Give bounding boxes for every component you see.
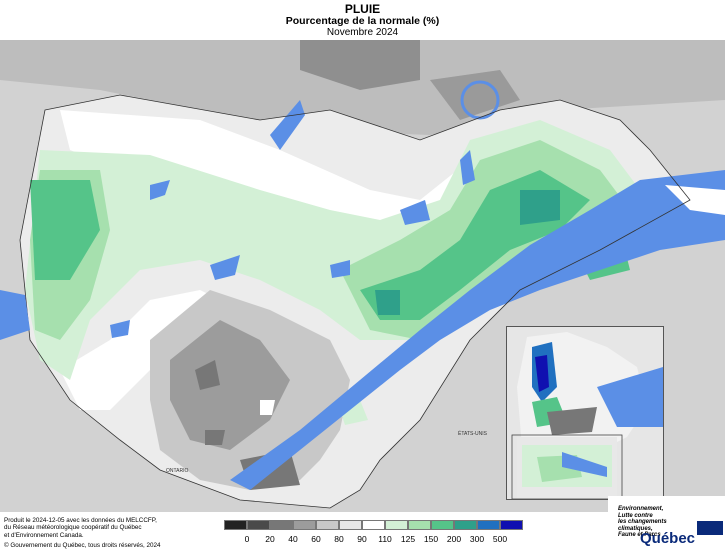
legend-label: 200 bbox=[446, 534, 462, 544]
brand-line-4: climatiques, bbox=[618, 525, 653, 532]
brand-line-3: les changements bbox=[618, 519, 667, 525]
credits: Produit le 2024-12-05 avec les données d… bbox=[4, 517, 157, 539]
legend-label: 80 bbox=[334, 534, 344, 544]
legend-swatch bbox=[362, 520, 385, 530]
legend-swatch bbox=[431, 520, 454, 530]
map-subtitle: Pourcentage de la normale (%) bbox=[285, 15, 440, 27]
map-title: PLUIE bbox=[344, 2, 381, 16]
legend-label: 60 bbox=[311, 534, 321, 544]
map-period: Novembre 2024 bbox=[326, 27, 399, 38]
lake bbox=[270, 100, 305, 150]
legend-label: 20 bbox=[265, 534, 275, 544]
legend-swatch bbox=[477, 520, 500, 530]
inset-map bbox=[506, 326, 664, 500]
legend-label: 0 bbox=[244, 534, 250, 544]
legend-swatch bbox=[408, 520, 431, 530]
legend-swatch bbox=[247, 520, 270, 530]
legend-swatch bbox=[500, 520, 523, 530]
legend-label: 40 bbox=[288, 534, 298, 544]
brand-line-1: Environnement, bbox=[618, 506, 664, 512]
legend-swatch bbox=[454, 520, 477, 530]
precipitation-map bbox=[0, 40, 725, 512]
etats-unis-label: ÉTATS-UNIS bbox=[458, 431, 487, 437]
legend-labels: 0 20 40 60 80 90 110 125 150 200 300 500 bbox=[224, 534, 524, 546]
copyright: © Gouvernement du Québec, tous droits ré… bbox=[4, 542, 161, 549]
legend-swatch bbox=[270, 520, 293, 530]
quebec-logo-text: Québec bbox=[640, 530, 696, 547]
ontario-label: ONTARIO bbox=[166, 468, 189, 474]
quebec-border bbox=[19, 94, 691, 509]
legend-label: 125 bbox=[400, 534, 416, 544]
st-lawrence-river bbox=[230, 170, 725, 490]
legend-label: 300 bbox=[469, 534, 485, 544]
brand-line-5: Faune et Parcs bbox=[618, 532, 661, 538]
brand-line-2: Lutte contre bbox=[618, 512, 653, 519]
legend-label: 500 bbox=[492, 534, 508, 544]
legend-label: 150 bbox=[423, 534, 439, 544]
manicouagan-reservoir bbox=[460, 80, 500, 120]
fleur-de-lis-flag-icon bbox=[697, 521, 723, 535]
legend-label: 90 bbox=[357, 534, 367, 544]
credits-line-1: Produit le 2024-12-05 avec les données d… bbox=[4, 517, 157, 524]
credits-line-3: et d'Environnement Canada. bbox=[4, 531, 84, 539]
credits-line-2: du Réseau météorologique coopératif du Q… bbox=[4, 524, 142, 532]
legend-swatch bbox=[385, 520, 408, 530]
legend-swatch bbox=[316, 520, 339, 530]
inset-frame bbox=[511, 434, 623, 499]
legend-swatch bbox=[293, 520, 316, 530]
legend-swatch bbox=[224, 520, 247, 530]
legend-label: 110 bbox=[378, 534, 392, 544]
color-legend bbox=[224, 520, 523, 532]
legend-swatch bbox=[339, 520, 362, 530]
